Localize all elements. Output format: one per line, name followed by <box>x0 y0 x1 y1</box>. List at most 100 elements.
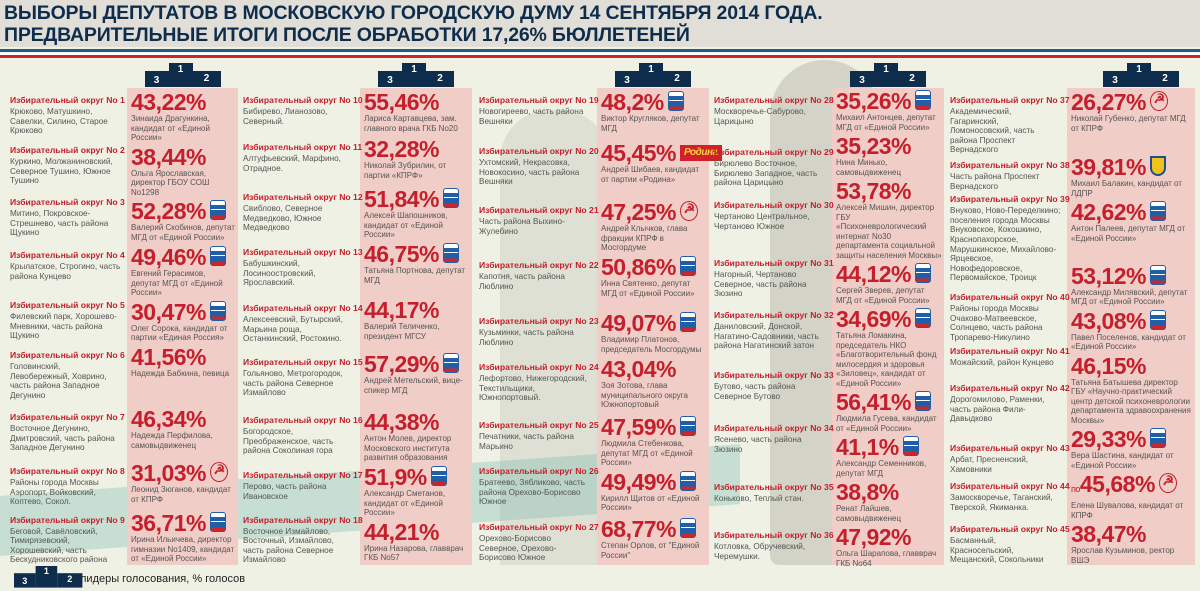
united-russia-icon <box>1150 264 1167 285</box>
winner-percent-row: 56,41% <box>836 391 942 414</box>
winner-name: Михаил Антонцев, депутат МГД от «Единой … <box>836 113 936 132</box>
district-result: 51,84% Алексей Шапошников, кандидат от «Е… <box>364 188 470 240</box>
district-info: Избирательный округ No 29 Бирюлево Восточ… <box>714 147 834 188</box>
winner-percent: 44,17% <box>364 297 440 323</box>
winner-percent-row: 49,07% <box>601 312 707 335</box>
winner-name: Олег Сорока, кандидат от партии «Единая … <box>131 323 228 343</box>
winner-percent: 34,69% <box>836 306 912 332</box>
district-result: 46,34% Надежда Перфилова, самовыдвиженец <box>131 408 236 450</box>
district-result: 29,33% Вера Шастина, кандидат от «Единой … <box>1071 428 1193 470</box>
district-info: Избирательный округ No 7 Восточное Дегуни… <box>10 412 125 453</box>
winner-name: Елена Шувалова, кандидат от КПРФ <box>1071 501 1184 520</box>
united-russia-icon <box>210 300 227 321</box>
district-areas: Ясенево, часть района Зюзино <box>714 435 802 454</box>
district-info: Избирательный округ No 31 Нагорный, Черта… <box>714 258 834 299</box>
winner-name: Антон Палеев, депутат МГД от «Единой Рос… <box>1071 224 1186 243</box>
united-russia-icon <box>443 188 460 208</box>
winner-percent: 44,12% <box>836 261 912 287</box>
winner-name: Евгений Герасимов, депутат МГД от «Едино… <box>131 269 223 297</box>
winner-name: Сергей Зверев, депутат МГД от «Единой Ро… <box>836 286 930 305</box>
district-areas: Новогиреево, часть района Вешняки <box>479 107 584 126</box>
district-title: Избирательный округ No 25 <box>479 420 599 430</box>
district-title: Избирательный округ No 8 <box>10 466 125 476</box>
united-russia-icon <box>915 308 932 328</box>
district-result: 34,69% Татьяна Ломакина, председатель НКО… <box>836 308 942 388</box>
district-title: Избирательный округ No 14 <box>243 303 363 313</box>
winner-percent: 49,07% <box>601 310 677 336</box>
winner-percent: 32,28% <box>364 136 440 162</box>
district-info: Избирательный округ No 41 Можайский, райо… <box>950 346 1070 368</box>
united-russia-icon <box>443 353 460 373</box>
district-areas: Восточное Дегунино, Дмитровский, часть р… <box>10 424 115 453</box>
podium-first: 1 <box>1127 63 1151 87</box>
united-russia-icon <box>680 416 697 436</box>
district-title: Избирательный округ No 29 <box>714 147 834 157</box>
district-areas: Крюково, Матушкино, Савелки, Силино, Ста… <box>10 107 108 136</box>
winner-percent-row: 53,78% <box>836 180 942 203</box>
district-result: 44,21% Ирина Назарова, главврач ГКБ No57 <box>364 520 470 563</box>
district-areas: Беговой, Савёловский, Тимирязевский, Хор… <box>10 526 108 565</box>
district-areas: Районы города Москвы Аэропорт, Войковски… <box>10 478 99 507</box>
district-title: Избирательный округ No 38 <box>950 160 1070 170</box>
ldpr-icon <box>1150 156 1167 176</box>
podium-second: 2 <box>1151 71 1179 87</box>
district-info: Избирательный округ No 25 Печатники, част… <box>479 420 599 451</box>
united-russia-icon <box>1150 309 1167 330</box>
district-info: Избирательный округ No 23 Кузьминки, част… <box>479 316 599 347</box>
winner-percent: 46,15% <box>1071 352 1147 379</box>
district-title: Избирательный округ No 20 <box>479 146 599 156</box>
winner-percent-row: 50,86% <box>601 256 707 279</box>
district-areas: Арбат, Пресненский, Хамовники <box>950 455 1029 474</box>
podium-third: 3 <box>1103 71 1127 87</box>
winner-percent: 44,38% <box>364 409 440 435</box>
winner-percent-row: 68,77% <box>601 518 707 541</box>
result-panel <box>127 88 238 565</box>
district-info: Избирательный округ No 32 Даниловский, До… <box>714 310 834 351</box>
district-info: Избирательный округ No 8 Районы города Мо… <box>10 466 125 507</box>
district-result: 41,1% Александр Семенников, депутат МГД <box>836 436 942 478</box>
district-title: Избирательный округ No 44 <box>950 481 1070 491</box>
winner-name: Андрей Клычков, глава фракции КПРФ в Мос… <box>601 224 688 252</box>
district-areas: Кузьминки, часть района Люблино <box>479 328 574 347</box>
district-areas: Головинский, Левобережный, Ховрино, част… <box>10 362 107 400</box>
united-russia-icon <box>210 200 227 220</box>
winner-percent: 39,81% <box>1071 154 1147 180</box>
district-areas: Восточное Измайлово, Восточный, Измайлов… <box>243 526 334 565</box>
district-result: 31,03% ☭ Леонид Зюганов, кандидат от КПРФ <box>131 462 236 504</box>
winner-percent-row: 47,25% ☭ <box>601 201 707 224</box>
district-title: Избирательный округ No 37 <box>950 95 1070 105</box>
district-areas: Гольяново, Метрогородок, часть района Се… <box>243 369 343 398</box>
winner-name: Алексей Шапошников, кандидат от «Единой … <box>364 211 448 239</box>
page-subtitle: ПРЕДВАРИТЕЛЬНЫЕ ИТОГИ ПОСЛЕ ОБРАБОТКИ 17… <box>4 24 690 46</box>
winner-percent: 38,47% <box>1071 521 1147 547</box>
winner-name: Михаил Балакин, кандидат от ЛДПР <box>1071 179 1182 198</box>
district-info: Избирательный округ No 35 Коньково, Теплы… <box>714 482 834 504</box>
district-result: 35,26% Михаил Антонцев, депутат МГД от «Е… <box>836 90 942 132</box>
district-info: Избирательный округ No 5 Филевский парк, … <box>10 300 125 341</box>
district-title: Избирательный округ No 7 <box>10 412 125 422</box>
winner-percent-row: 46,34% <box>131 408 236 431</box>
podium-first: 1 <box>402 63 426 87</box>
winner-percent-row: 30,47% <box>131 300 236 324</box>
district-title: Избирательный округ No 3 <box>10 197 125 207</box>
district-areas: Замоскворечье, Таганский, Тверской, Яким… <box>950 493 1053 512</box>
winner-name: Надежда Бабкина, певица <box>131 369 230 378</box>
district-result: 26,27% ☭ Николай Губенко, депутат МГД от К… <box>1071 91 1193 133</box>
winner-percent: 47,92% <box>836 524 912 550</box>
winner-percent: 41,56% <box>131 344 207 370</box>
winner-percent: 48,2% <box>601 89 664 115</box>
district-title: Избирательный округ No 10 <box>243 95 363 105</box>
district-areas: Митино, Покровское-Стрешнево, часть райо… <box>10 209 109 238</box>
district-title: Избирательный округ No 32 <box>714 310 834 320</box>
winner-name: Виктор Кругляков, депутат МГД <box>601 114 700 133</box>
district-title: Избирательный округ No 40 <box>950 292 1070 302</box>
winner-percent-row: 41,56% <box>131 346 236 369</box>
district-areas: Бирюлево Восточное, Бирюлево Западное, ч… <box>714 159 818 188</box>
winner-name: Андрей Шибаев, кандидат от партии «Родин… <box>601 165 700 184</box>
district-areas: Москворечье-Сабурово, Царицыно <box>714 107 806 126</box>
district-result: 43,08% Павел Поселенов, кандидат от «Един… <box>1071 309 1193 352</box>
district-result: 56,41% Людмила Гусева, кандидат от «Едино… <box>836 391 942 433</box>
district-title: Избирательный округ No 21 <box>479 205 599 215</box>
